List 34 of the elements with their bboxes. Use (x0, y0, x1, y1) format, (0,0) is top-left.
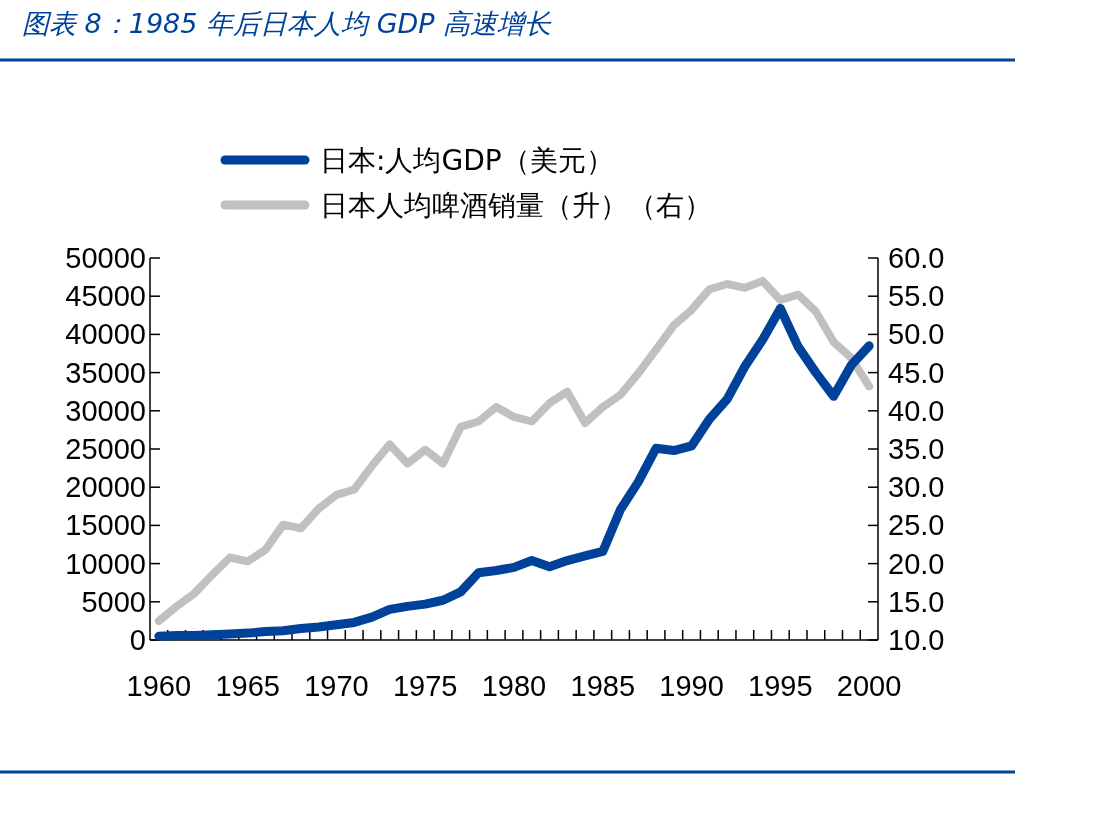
y-tick-label: 50000 (65, 242, 146, 274)
x-tick-label: 1985 (570, 670, 636, 702)
y2-tick-label: 20.0 (888, 547, 945, 580)
x-tick-label: 1965 (215, 670, 280, 702)
x-tick-label: 1980 (481, 670, 547, 702)
y-tick-label: 20000 (65, 471, 146, 504)
x-tick-label: 1970 (304, 670, 369, 702)
y-tick-label: 25000 (65, 433, 146, 465)
y-tick-label: 15000 (65, 509, 146, 542)
x-tick-label: 1995 (748, 670, 813, 702)
legend-label: 日本人均啤酒销量（升）（右） (320, 189, 712, 222)
y-tick-label: 5000 (81, 585, 146, 618)
y-tick-label: 30000 (65, 394, 146, 427)
y2-tick-label: 15.0 (888, 585, 945, 618)
y2-tick-label: 10.0 (888, 624, 945, 656)
x-tick-label: 2000 (836, 670, 902, 702)
y2-tick-label: 40.0 (888, 394, 945, 427)
y-tick-label: 45000 (65, 280, 146, 313)
y2-tick-label: 25.0 (888, 509, 945, 542)
y2-tick-label: 50.0 (888, 318, 945, 351)
y-tick-label: 40000 (65, 318, 146, 351)
x-tick-label: 1960 (126, 670, 192, 702)
y-tick-label: 35000 (65, 356, 146, 389)
x-tick-label: 1975 (392, 670, 458, 702)
x-tick-label: 1990 (659, 670, 724, 702)
legend-label: 日本:人均GDP（美元） (320, 144, 614, 177)
y-tick-label: 10000 (65, 547, 146, 580)
y2-tick-label: 35.0 (888, 433, 945, 465)
y2-tick-label: 55.0 (888, 280, 945, 313)
chart-title: 图表 8：1985 年后日本人均 GDP 高速增长 (22, 8, 553, 39)
y2-tick-label: 30.0 (888, 471, 945, 504)
y2-tick-label: 60.0 (888, 242, 945, 274)
y2-tick-label: 45.0 (888, 356, 945, 389)
y-tick-label: 0 (129, 624, 146, 656)
